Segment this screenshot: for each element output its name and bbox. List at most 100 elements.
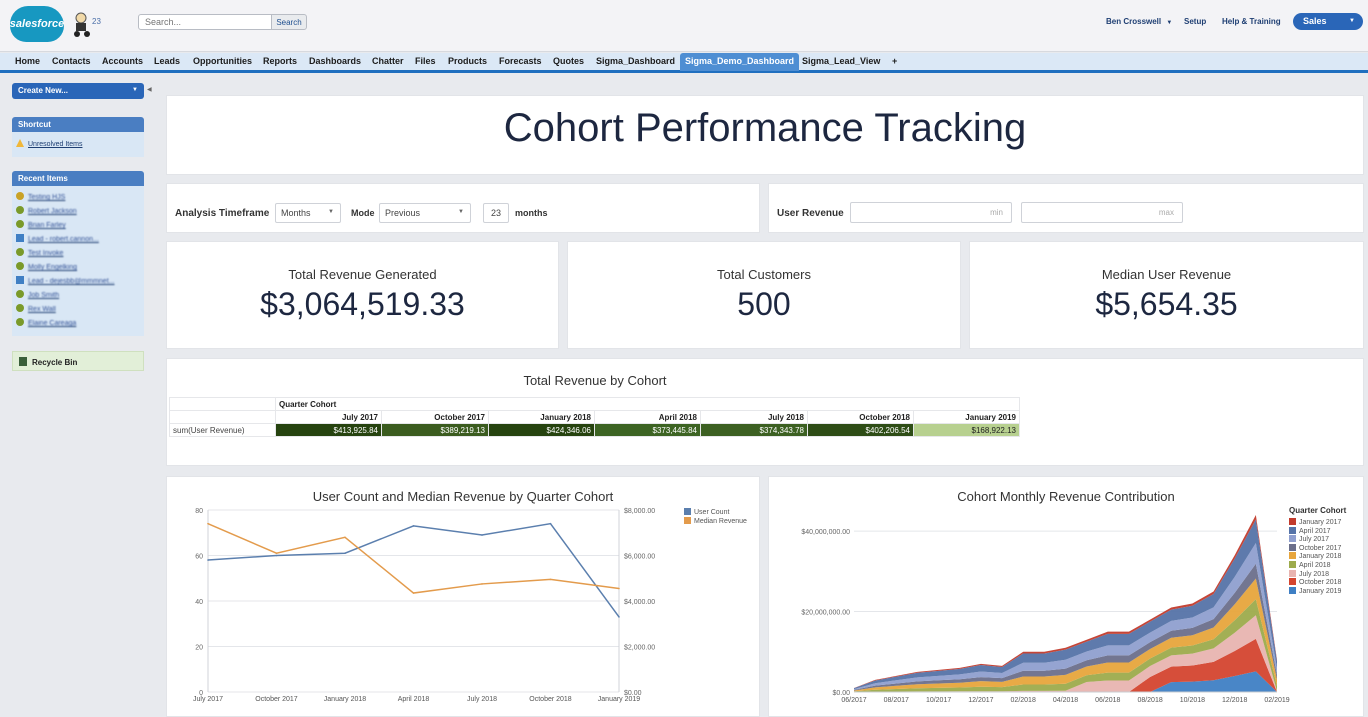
create-new-label: Create New... xyxy=(18,86,68,95)
recycle-bin-link[interactable]: Recycle Bin xyxy=(12,351,144,371)
recent-item[interactable]: Lead - robert.cannon... xyxy=(16,234,99,243)
kpi-label: Total Revenue Generated xyxy=(288,267,437,282)
tab-products[interactable]: Products xyxy=(448,56,488,66)
y-tick-label: 80 xyxy=(195,508,203,515)
legend-label: January 2019 xyxy=(1299,587,1342,595)
legend-item: July 2018 xyxy=(1289,569,1329,578)
legend-item: April 2017 xyxy=(1289,526,1331,535)
recent-item-label: Brian Farley xyxy=(28,222,66,229)
y-tick-label: $40,000,000.00 xyxy=(801,529,850,536)
x-tick-label: 06/2017 xyxy=(841,697,866,704)
area-series xyxy=(854,671,1277,692)
person-icon xyxy=(16,304,24,312)
timeframe-controls: Analysis Timeframe Months ▼ Mode Previous… xyxy=(166,183,760,233)
tab-chatter[interactable]: Chatter xyxy=(372,56,404,66)
recent-item[interactable]: Rex Wall xyxy=(16,304,56,313)
trash-icon xyxy=(19,357,27,366)
tab-files[interactable]: Files xyxy=(415,56,436,66)
add-tab-button[interactable]: + xyxy=(892,56,898,66)
x-tick-label: 10/2017 xyxy=(926,697,951,704)
recent-item[interactable]: Molly Engelking xyxy=(16,262,77,271)
data-point xyxy=(481,534,483,536)
x-tick-label: 12/2018 xyxy=(1222,697,1247,704)
legend-label: October 2017 xyxy=(1299,544,1342,552)
tab-quotes[interactable]: Quotes xyxy=(553,56,585,66)
y2-tick-label: $8,000.00 xyxy=(624,508,655,515)
recent-item[interactable]: Robert Jackson xyxy=(16,206,77,215)
legend-swatch xyxy=(684,517,691,524)
mascot-icon[interactable]: 23 xyxy=(72,10,104,38)
tab-leads[interactable]: Leads xyxy=(154,56,181,66)
tab-dashboards[interactable]: Dashboards xyxy=(309,56,362,66)
user-name: Ben Crosswell xyxy=(1106,17,1162,26)
person-icon xyxy=(16,318,24,326)
salesforce-logo[interactable]: salesforce xyxy=(10,6,64,42)
help-training-link[interactable]: Help & Training xyxy=(1222,17,1281,26)
recent-item[interactable]: Elaine Careaga xyxy=(16,318,76,327)
app-selector[interactable]: Sales ▼ xyxy=(1293,13,1363,30)
pivot-cell: $413,925.84 xyxy=(275,423,382,437)
legend-label: January 2018 xyxy=(1299,553,1342,561)
legend-item: January 2018 xyxy=(1289,552,1341,560)
setup-link[interactable]: Setup xyxy=(1184,17,1207,26)
person-icon xyxy=(16,206,24,214)
recent-item-label: Molly Engelking xyxy=(28,264,78,271)
recent-item-label: Robert Jackson xyxy=(28,208,77,215)
pivot-table: Quarter Cohort July 2017 October 2017 Ja… xyxy=(169,397,1020,437)
legend-swatch xyxy=(1289,586,1296,594)
title-card: Cohort Performance Tracking xyxy=(166,95,1364,175)
kpi-value: 500 xyxy=(737,286,791,322)
collapse-sidebar-icon[interactable]: ◀ xyxy=(147,87,152,93)
recent-item[interactable]: Lead - dejesbb@mmmnet... xyxy=(16,276,114,285)
user-revenue-label: User Revenue xyxy=(777,208,844,219)
legend-item: January 2017 xyxy=(1289,518,1341,526)
shortcut-panel: Unresolved Items xyxy=(12,132,144,157)
recent-item[interactable]: Test Invoke xyxy=(16,248,63,257)
timeframe-count-input[interactable]: 23 xyxy=(483,203,509,223)
tab-home[interactable]: Home xyxy=(15,56,41,66)
pivot-column-header: July 2018 xyxy=(700,410,808,424)
x-tick-label: July 2018 xyxy=(467,696,497,703)
legend-swatch xyxy=(1289,535,1296,543)
mode-select[interactable]: Previous ▼ xyxy=(379,203,471,223)
legend-swatch xyxy=(684,508,691,515)
x-tick-label: 10/2018 xyxy=(1180,697,1205,704)
unresolved-items-link[interactable]: Unresolved Items xyxy=(16,139,82,148)
person-icon xyxy=(16,220,24,228)
recent-items-panel: Testing HJS Robert Jackson Brian Farley … xyxy=(12,186,144,336)
legend-label: April 2017 xyxy=(1299,527,1331,535)
tab-reports[interactable]: Reports xyxy=(263,56,298,66)
search-input[interactable] xyxy=(138,14,272,30)
legend-swatch xyxy=(1289,552,1296,560)
lead-icon xyxy=(16,234,24,242)
recent-item[interactable]: Brian Farley xyxy=(16,220,66,229)
revenue-max-input[interactable]: max xyxy=(1021,202,1183,223)
tab-accounts[interactable]: Accounts xyxy=(102,56,144,66)
tab-forecasts[interactable]: Forecasts xyxy=(499,56,542,66)
legend-item-user-count: User Count xyxy=(684,508,729,516)
timeframe-unit-select[interactable]: Months ▼ xyxy=(275,203,341,223)
legend-label: User Count xyxy=(694,509,730,516)
legend-swatch xyxy=(1289,518,1296,525)
x-tick-label: 08/2018 xyxy=(1137,697,1162,704)
revenue-min-input[interactable]: min xyxy=(850,202,1012,223)
search-button[interactable]: Search xyxy=(271,14,307,30)
legend-swatch xyxy=(1289,561,1296,568)
user-menu[interactable]: Ben Crosswell ▼ xyxy=(1106,17,1172,26)
recent-item[interactable]: Testing HJS xyxy=(16,192,65,201)
x-tick-label: January 2019 xyxy=(598,696,641,703)
y-tick-label: 20 xyxy=(195,645,203,652)
warning-icon xyxy=(16,139,24,147)
tab-sigma-dashboard[interactable]: Sigma_Dashboard xyxy=(596,56,676,66)
tab-sigma-demo-dashboard[interactable]: Sigma_Demo_Dashboard xyxy=(680,53,800,71)
y-tick-label: 60 xyxy=(195,554,203,561)
tab-contacts[interactable]: Contacts xyxy=(52,56,91,66)
create-new-button[interactable]: Create New... ▼ xyxy=(12,83,144,99)
area-chart: $40,000,000.00 $20,000,000.00 $0.0006/2017… xyxy=(801,515,1290,704)
tab-opportunities[interactable]: Opportunities xyxy=(193,56,252,66)
x-tick-label: 06/2018 xyxy=(1095,697,1120,704)
recent-item[interactable]: Job Smith xyxy=(16,290,59,299)
tab-sigma-lead-view[interactable]: Sigma_Lead_View xyxy=(802,56,881,66)
pivot-cell: $389,219.13 xyxy=(381,423,489,437)
data-point xyxy=(618,587,620,590)
